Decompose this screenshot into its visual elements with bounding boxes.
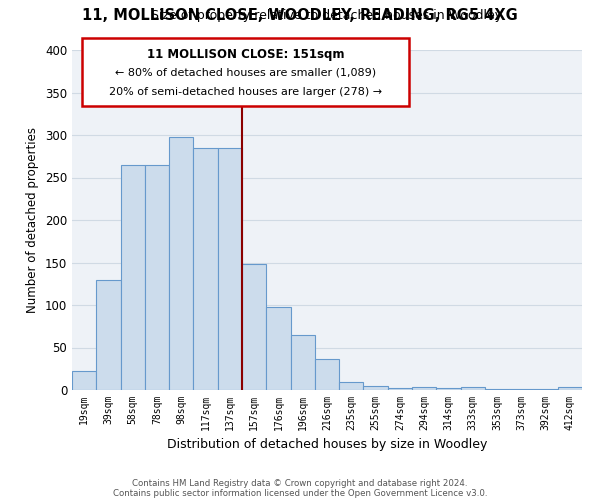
Bar — [558, 388, 582, 390]
Bar — [290, 335, 315, 390]
Text: Contains HM Land Registry data © Crown copyright and database right 2024.: Contains HM Land Registry data © Crown c… — [132, 478, 468, 488]
Bar — [388, 388, 412, 390]
Bar — [412, 386, 436, 390]
Title: Size of property relative to detached houses in Woodley: Size of property relative to detached ho… — [151, 10, 503, 22]
Text: 11, MOLLISON CLOSE, WOODLEY, READING, RG5 4XG: 11, MOLLISON CLOSE, WOODLEY, READING, RG… — [82, 8, 518, 22]
Bar — [242, 264, 266, 390]
X-axis label: Distribution of detached houses by size in Woodley: Distribution of detached houses by size … — [167, 438, 487, 452]
Bar — [509, 389, 533, 390]
Bar — [121, 165, 145, 390]
Bar — [339, 382, 364, 390]
Text: 20% of semi-detached houses are larger (278) →: 20% of semi-detached houses are larger (… — [109, 87, 382, 97]
Bar — [461, 386, 485, 390]
Bar — [533, 389, 558, 390]
Bar — [436, 388, 461, 390]
Text: Contains public sector information licensed under the Open Government Licence v3: Contains public sector information licen… — [113, 488, 487, 498]
Bar — [96, 280, 121, 390]
Text: 11 MOLLISON CLOSE: 151sqm: 11 MOLLISON CLOSE: 151sqm — [146, 48, 344, 62]
Bar — [145, 165, 169, 390]
Bar — [485, 389, 509, 390]
Text: ← 80% of detached houses are smaller (1,089): ← 80% of detached houses are smaller (1,… — [115, 68, 376, 78]
FancyBboxPatch shape — [82, 38, 409, 106]
Bar — [72, 372, 96, 390]
Bar — [315, 358, 339, 390]
Bar — [266, 306, 290, 390]
Y-axis label: Number of detached properties: Number of detached properties — [26, 127, 40, 313]
Bar — [218, 148, 242, 390]
Bar — [193, 148, 218, 390]
Bar — [169, 136, 193, 390]
Bar — [364, 386, 388, 390]
